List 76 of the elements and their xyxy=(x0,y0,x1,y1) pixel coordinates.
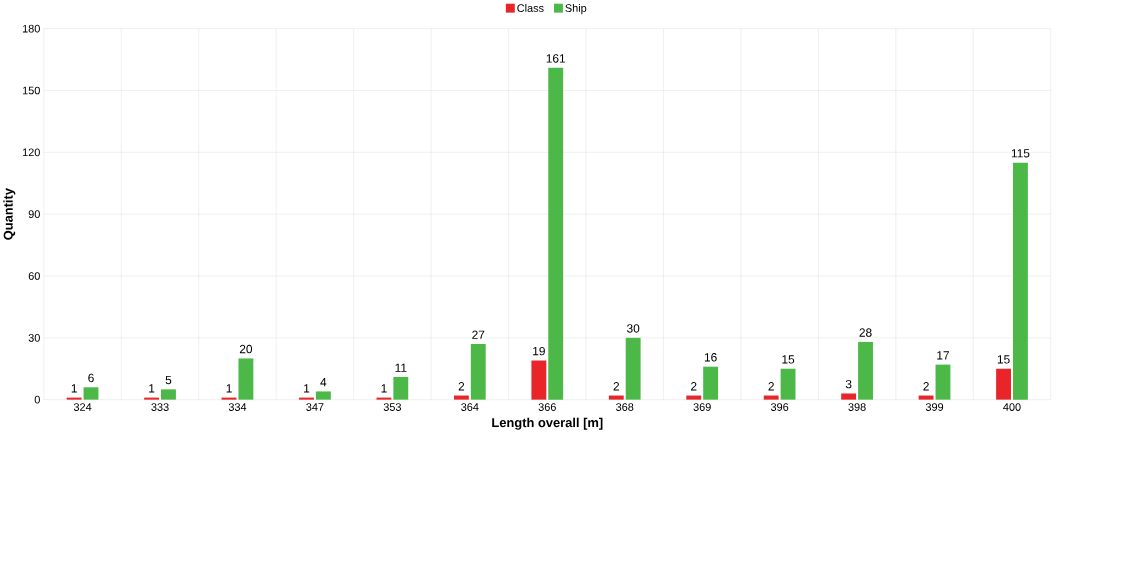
bar xyxy=(996,368,1011,400)
x-tick-label: 366 xyxy=(538,403,556,411)
bar xyxy=(531,360,547,400)
bar xyxy=(1012,162,1028,400)
data-label: 1 xyxy=(226,384,232,393)
x-tick-label: 368 xyxy=(616,403,634,411)
bar xyxy=(841,393,857,400)
x-tick-label: 333 xyxy=(151,403,169,411)
data-label: 19 xyxy=(533,346,545,356)
data-label: 2 xyxy=(691,382,697,391)
bar xyxy=(686,395,702,400)
data-label: 115 xyxy=(1011,149,1030,158)
bar xyxy=(66,397,82,400)
bar xyxy=(376,397,392,400)
data-label: 11 xyxy=(395,363,407,372)
x-tick-label: 369 xyxy=(693,403,711,411)
data-label: 27 xyxy=(472,330,485,339)
data-label: 30 xyxy=(627,324,640,333)
bar xyxy=(83,387,99,400)
bar xyxy=(763,395,779,400)
bar xyxy=(315,391,331,400)
data-label: 3 xyxy=(845,379,852,389)
bar xyxy=(299,397,314,400)
data-label: 6 xyxy=(88,373,94,383)
x-tick-label: 353 xyxy=(383,403,401,411)
legend-label: Ship xyxy=(565,4,587,15)
x-tick-label: 347 xyxy=(306,403,324,411)
x-axis-title: Length overall [m] xyxy=(492,417,603,430)
data-label: 2 xyxy=(923,382,929,391)
data-label: 2 xyxy=(458,382,465,391)
bar xyxy=(393,377,409,400)
data-label: 1 xyxy=(304,384,310,393)
data-label: 1 xyxy=(381,384,387,393)
bar xyxy=(608,395,624,400)
y-tick-label: 30 xyxy=(28,334,40,342)
data-label: 15 xyxy=(997,355,1010,364)
x-tick-label: 334 xyxy=(228,403,247,411)
bar xyxy=(548,67,564,400)
data-label: 17 xyxy=(937,351,949,360)
data-label: 5 xyxy=(165,375,172,385)
y-tick-label: 150 xyxy=(22,86,40,95)
x-tick-label: 398 xyxy=(848,403,866,411)
data-label: 4 xyxy=(320,378,327,387)
data-label: 2 xyxy=(613,382,620,391)
data-label: 161 xyxy=(546,54,566,63)
y-axis-title: Quantity xyxy=(3,188,16,240)
y-tick-label: 120 xyxy=(22,148,40,157)
data-label: 2 xyxy=(768,382,774,391)
bar xyxy=(935,364,951,400)
y-tick-label: 60 xyxy=(28,272,40,280)
x-tick-label: 396 xyxy=(770,403,789,411)
data-label: 16 xyxy=(704,353,717,362)
y-tick-label: 0 xyxy=(34,395,40,404)
bar xyxy=(470,344,486,400)
bar xyxy=(918,395,934,400)
data-label: 15 xyxy=(782,355,795,364)
data-label: 1 xyxy=(149,384,155,393)
data-label: 1 xyxy=(71,384,77,393)
bar xyxy=(161,389,176,400)
bar xyxy=(625,337,641,400)
bar xyxy=(703,366,719,400)
x-tick-label: 399 xyxy=(925,403,944,411)
x-tick-label: 324 xyxy=(73,403,92,411)
data-label: 28 xyxy=(859,328,872,337)
data-label: 20 xyxy=(239,344,253,354)
bar xyxy=(144,397,160,400)
x-tick-label: 400 xyxy=(1003,403,1021,411)
x-tick-label: 364 xyxy=(461,403,479,411)
y-tick-label: 90 xyxy=(28,210,40,219)
bar xyxy=(221,397,237,400)
y-tick-label: 180 xyxy=(22,24,40,33)
bar xyxy=(453,395,469,400)
legend-label: Class xyxy=(517,4,544,13)
bar xyxy=(780,368,796,400)
bar xyxy=(858,342,873,400)
bar xyxy=(238,358,254,400)
